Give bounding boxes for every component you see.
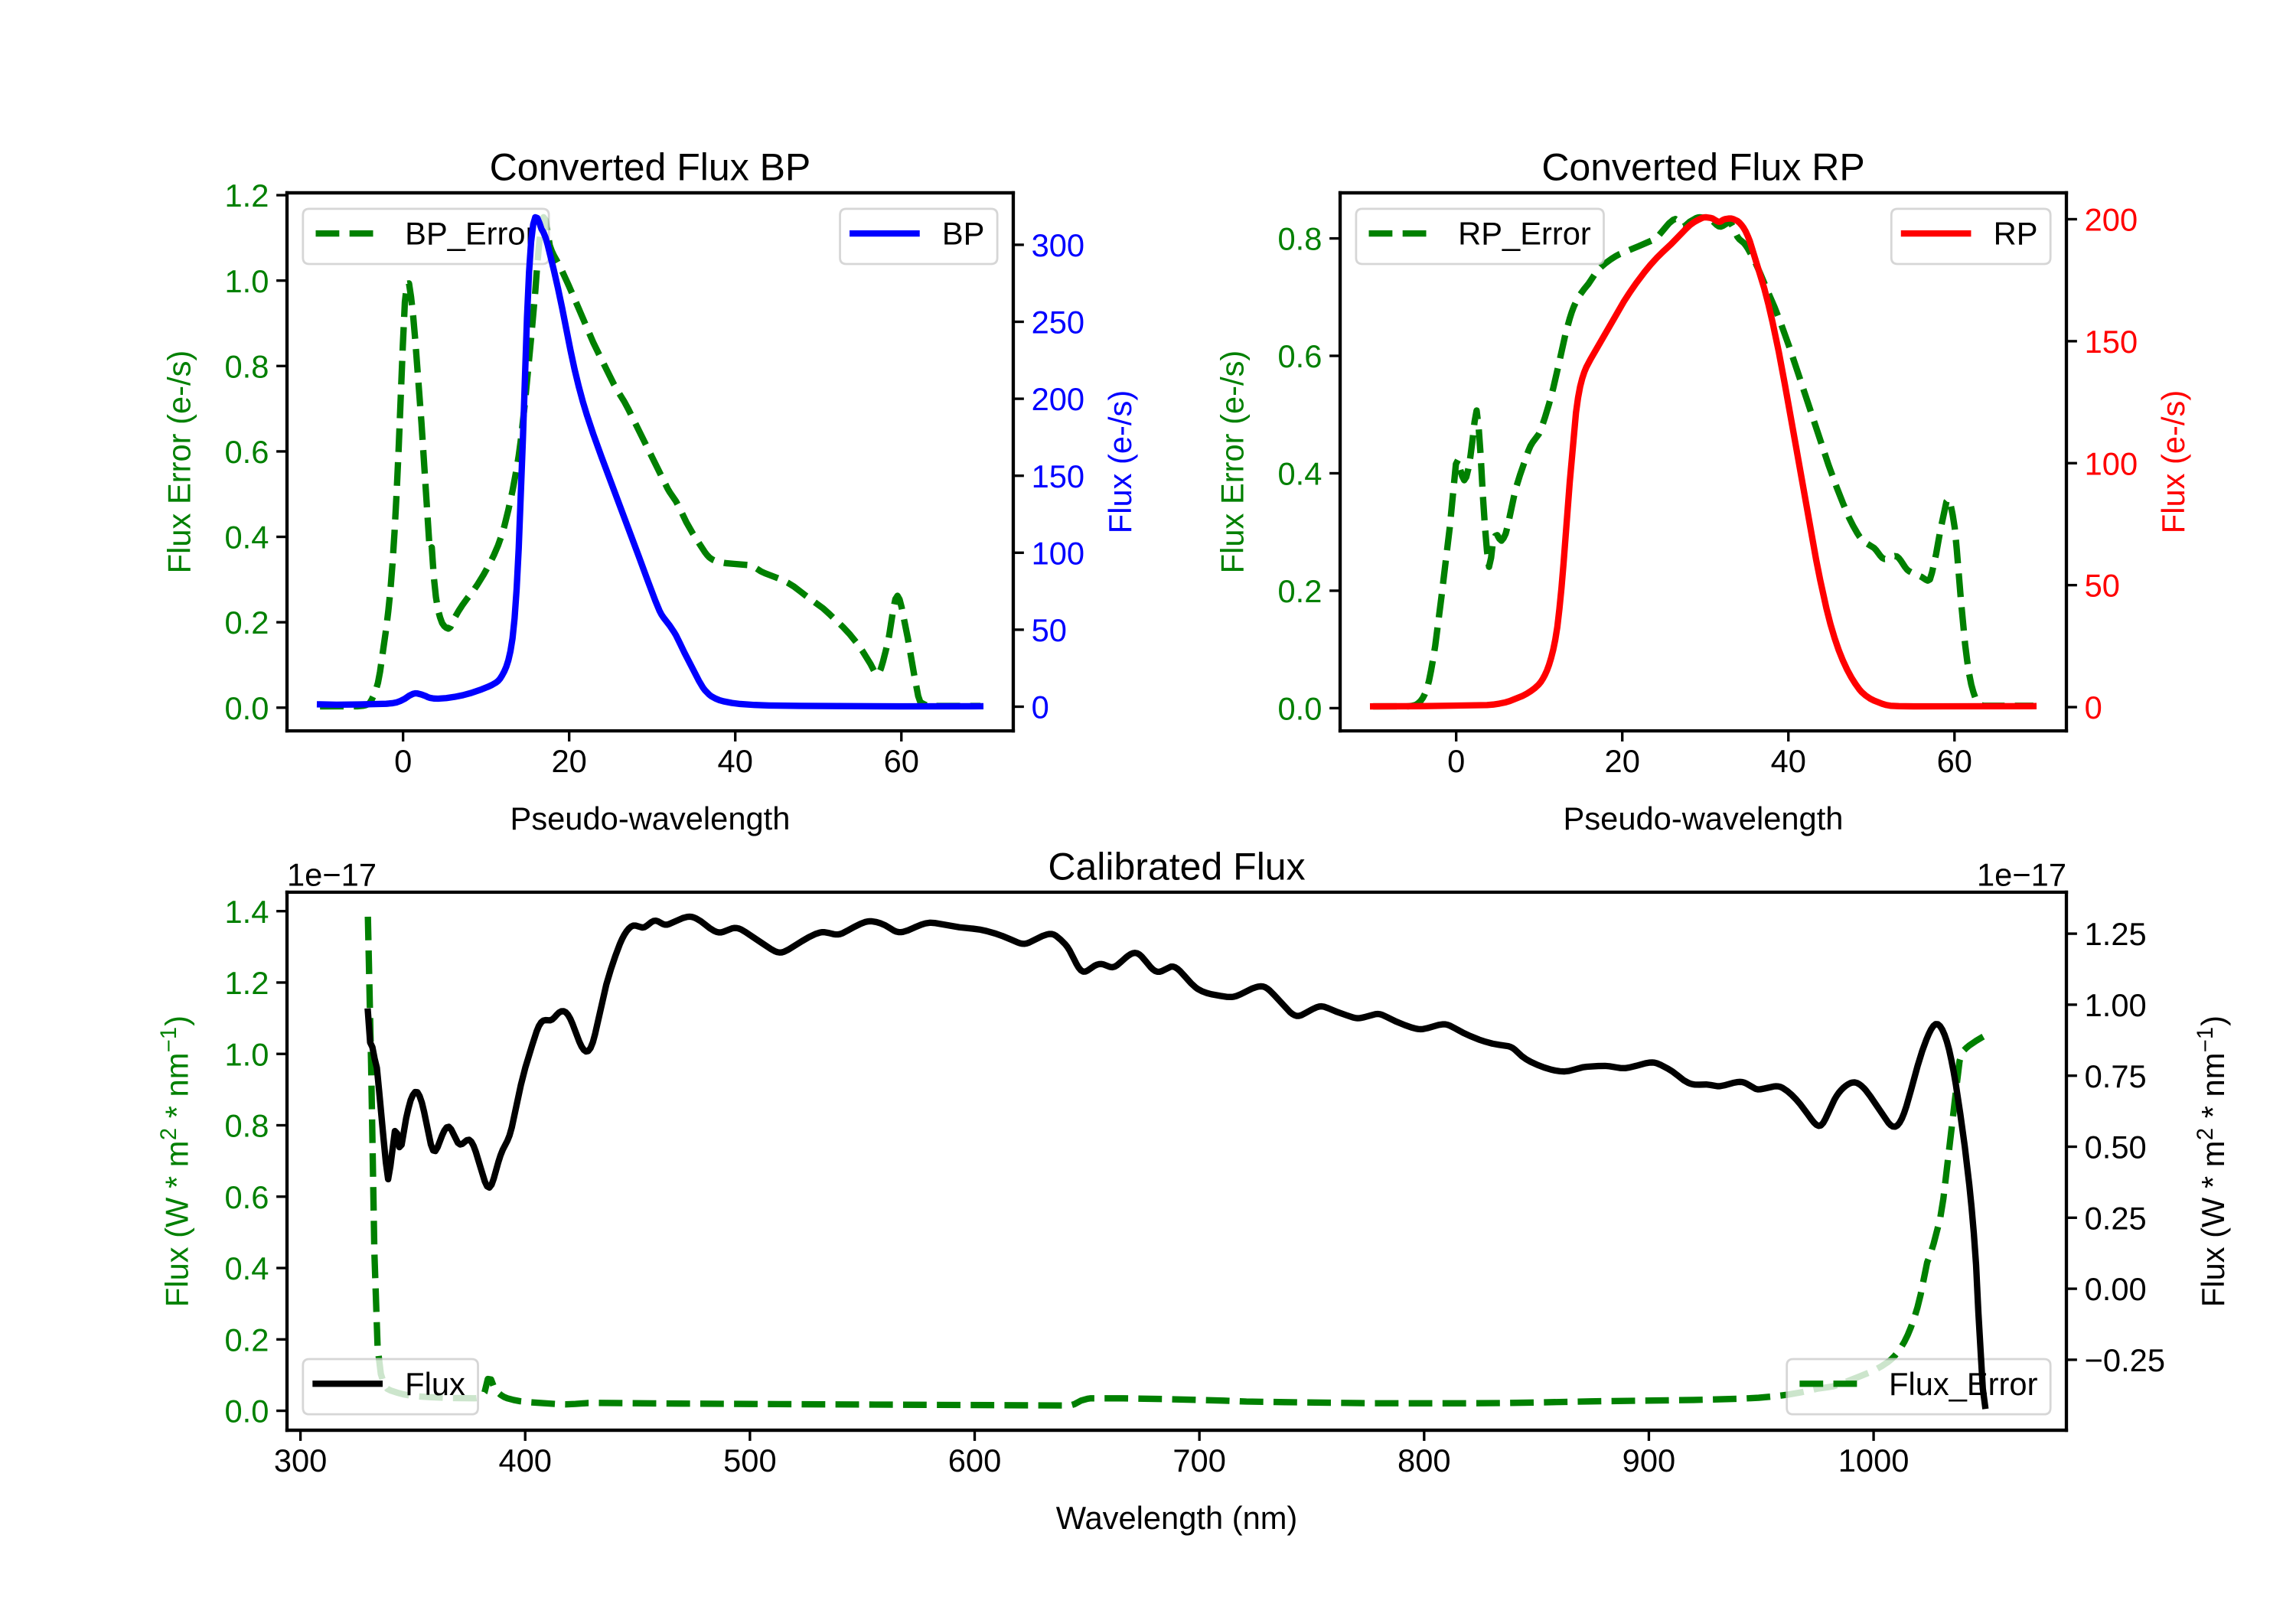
svg-text:Flux (e-/s): Flux (e-/s) — [2155, 390, 2191, 533]
svg-text:40: 40 — [718, 743, 753, 779]
svg-text:0.4: 0.4 — [224, 520, 269, 556]
svg-text:200: 200 — [1032, 381, 1085, 417]
svg-text:1.0: 1.0 — [224, 263, 269, 299]
svg-text:0.6: 0.6 — [1277, 338, 1322, 374]
svg-text:0.75: 0.75 — [2085, 1058, 2147, 1094]
svg-text:40: 40 — [1771, 743, 1806, 779]
svg-text:0.2: 0.2 — [224, 1322, 269, 1358]
svg-text:0: 0 — [2085, 689, 2102, 725]
svg-text:Calibrated Flux: Calibrated Flux — [1048, 845, 1305, 888]
svg-text:0: 0 — [1032, 689, 1049, 725]
svg-text:20: 20 — [552, 743, 587, 779]
svg-text:50: 50 — [2085, 568, 2120, 604]
svg-text:600: 600 — [948, 1442, 1002, 1478]
svg-text:F l u x: F l u x ( W * m * n m ) 2 − 1 — [146, 1006, 195, 1307]
svg-text:100: 100 — [2085, 445, 2138, 481]
svg-text:0: 0 — [1447, 743, 1465, 779]
svg-text:F l u x: F l u x ( W * m * n m ) 2 − 1 — [2183, 1006, 2232, 1307]
svg-text:1.4: 1.4 — [224, 894, 269, 930]
svg-text:100: 100 — [1032, 535, 1085, 571]
svg-text:1.00: 1.00 — [2085, 987, 2147, 1023]
svg-text:0: 0 — [394, 743, 412, 779]
svg-text:1e−17: 1e−17 — [287, 857, 377, 893]
svg-text:0.0: 0.0 — [224, 690, 269, 726]
svg-text:900: 900 — [1623, 1442, 1676, 1478]
svg-text:0.8: 0.8 — [224, 348, 269, 384]
svg-text:0.6: 0.6 — [224, 1179, 269, 1215]
svg-text:0.8: 0.8 — [224, 1108, 269, 1144]
svg-text:Flux_Error: Flux_Error — [1889, 1366, 2038, 1402]
svg-text:Flux Error (e-/s): Flux Error (e-/s) — [161, 350, 197, 574]
svg-text:0.00: 0.00 — [2085, 1271, 2147, 1307]
svg-text:250: 250 — [1032, 305, 1085, 341]
svg-text:400: 400 — [498, 1442, 552, 1478]
svg-text:700: 700 — [1172, 1442, 1226, 1478]
svg-text:0.25: 0.25 — [2085, 1200, 2147, 1236]
svg-text:0.2: 0.2 — [1277, 573, 1322, 609]
svg-text:1000: 1000 — [1838, 1442, 1910, 1478]
svg-text:Flux: Flux — [405, 1366, 465, 1402]
svg-text:0.4: 0.4 — [1277, 456, 1322, 492]
svg-text:Pseudo-wavelength: Pseudo-wavelength — [1564, 800, 1844, 836]
svg-text:0.6: 0.6 — [224, 434, 269, 470]
svg-text:Flux (e-/s): Flux (e-/s) — [1102, 390, 1138, 533]
svg-text:60: 60 — [884, 743, 919, 779]
svg-text:RP_Error: RP_Error — [1458, 216, 1591, 252]
svg-text:1.25: 1.25 — [2085, 916, 2147, 952]
svg-text:Wavelength (nm): Wavelength (nm) — [1056, 1500, 1298, 1536]
svg-text:0.8: 0.8 — [1277, 221, 1322, 257]
svg-text:800: 800 — [1397, 1442, 1451, 1478]
svg-text:0.2: 0.2 — [224, 605, 269, 641]
svg-text:0.0: 0.0 — [224, 1393, 269, 1429]
svg-text:0.4: 0.4 — [224, 1250, 269, 1286]
svg-text:150: 150 — [2085, 324, 2138, 360]
svg-text:300: 300 — [274, 1442, 328, 1478]
svg-text:Flux Error (e-/s): Flux Error (e-/s) — [1215, 350, 1251, 574]
svg-text:RP: RP — [1994, 216, 2038, 252]
svg-text:0.50: 0.50 — [2085, 1129, 2147, 1165]
svg-text:20: 20 — [1605, 743, 1640, 779]
svg-text:60: 60 — [1937, 743, 1972, 779]
svg-text:0.0: 0.0 — [1277, 690, 1322, 726]
svg-text:Converted Flux BP: Converted Flux BP — [490, 145, 811, 188]
svg-text:Converted Flux RP: Converted Flux RP — [1541, 145, 1864, 188]
svg-text:500: 500 — [723, 1442, 777, 1478]
svg-text:Pseudo-wavelength: Pseudo-wavelength — [510, 800, 791, 836]
svg-text:50: 50 — [1032, 612, 1067, 648]
svg-text:1.0: 1.0 — [224, 1036, 269, 1072]
svg-text:1.2: 1.2 — [224, 965, 269, 1001]
svg-text:BP_Error: BP_Error — [405, 216, 536, 252]
svg-text:200: 200 — [2085, 202, 2138, 238]
svg-text:1.2: 1.2 — [224, 178, 269, 214]
svg-text:BP: BP — [942, 216, 985, 252]
svg-text:150: 150 — [1032, 458, 1085, 494]
svg-text:1e−17: 1e−17 — [1977, 857, 2066, 893]
svg-text:−0.25: −0.25 — [2085, 1342, 2165, 1378]
svg-text:300: 300 — [1032, 227, 1085, 263]
